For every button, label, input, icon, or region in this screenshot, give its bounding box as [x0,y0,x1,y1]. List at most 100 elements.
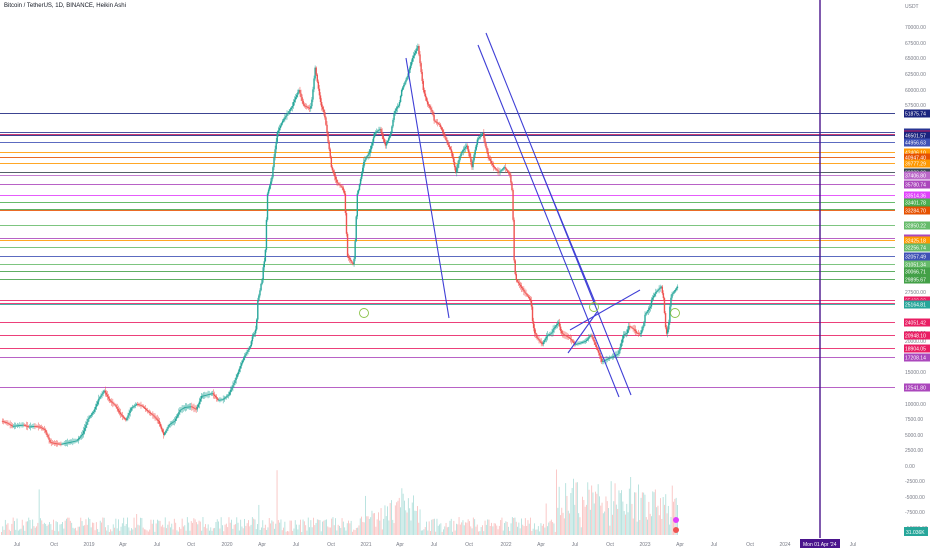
volume-bar [155,523,157,535]
candle-body [103,390,105,393]
candle-body [111,401,113,403]
candle-body [169,423,171,425]
candle-body [113,403,115,405]
candle-body [102,392,104,394]
volume-bar [543,523,544,535]
candle-body [134,404,137,406]
volume-bar [331,518,333,535]
volume-bar [432,519,434,535]
candle-body [238,368,241,372]
volume-bar [393,523,395,535]
volume-badge: 31.036K [904,527,928,536]
volume-bar [653,492,655,535]
volume-bar [649,513,651,535]
volume-bar [448,526,450,535]
volume-bar [263,527,265,535]
volume-bar [233,524,235,535]
volume-bar [424,527,426,535]
candle-body [669,306,671,323]
x-tick-label: Jul [572,542,578,548]
volume-bar [118,519,119,535]
candle-body [105,392,108,395]
candle-body [67,442,70,444]
price-level-tag [904,153,930,162]
trend-line[interactable] [569,289,641,331]
candle-body [31,426,33,428]
candle-body [661,286,664,294]
candle-body [210,393,212,395]
volume-bar [137,524,139,535]
candle-body [545,336,548,339]
volume-bar [405,510,407,535]
candle-body [193,407,195,409]
volume-bar [84,525,86,535]
candle-body [453,161,456,168]
candle-body [419,54,421,64]
candle-body [381,132,383,136]
candle-body [424,93,427,98]
y-tick-label: 20000.00 [905,339,926,345]
y-tick-label: 57500.00 [905,103,926,109]
price-level-tag [904,221,930,230]
trend-line[interactable] [405,57,450,319]
trend-line[interactable] [539,167,596,303]
volume-bar [531,530,533,535]
volume-bar [544,527,546,535]
candle-body [161,429,164,433]
trend-line[interactable] [567,311,598,354]
candle-body [131,407,134,409]
volume-bar [394,505,396,535]
candle-body [641,330,643,334]
candle-body [662,293,665,299]
candle-body [655,292,657,294]
volume-bar [417,506,418,535]
volume-bar [371,510,373,535]
volume-bar [25,521,27,535]
volume-bar [340,527,342,535]
time-axis[interactable]: Jul Oct 2019 Apr Jul Oct 2020 Apr Jul Oct 2021 Apr J… [14,542,856,548]
volume-bar [162,524,164,535]
volume-bar [131,528,132,535]
volume-bar [293,528,295,535]
volume-bar [266,529,268,535]
event-marker[interactable] [673,517,679,523]
event-marker[interactable] [673,527,679,533]
price-level-tag [904,300,930,309]
volume-bar [168,521,170,535]
candle-body [577,343,579,345]
highlight-circle[interactable] [589,302,599,312]
candle-body [579,342,581,344]
candle-body [422,81,424,90]
candle-body [235,377,237,381]
candle-body [60,443,62,445]
highlight-circle[interactable] [359,308,369,318]
volume-bar [488,519,490,535]
candle-body [339,184,341,186]
candle-body [35,426,37,427]
volume-bar [674,498,676,535]
candle-body [37,426,39,428]
volume-bar [398,497,400,535]
candle-body [397,105,400,108]
candle-body [351,261,353,263]
volume-bar [550,519,552,535]
candle-body [510,174,512,183]
price-level-tag [904,243,930,252]
highlight-circle[interactable] [670,308,680,318]
candle-body [76,440,78,442]
candle-body [54,443,57,444]
price-level-tag [904,275,930,284]
candle-body [538,339,540,341]
volume-bar [615,504,617,535]
trend-line[interactable] [477,44,620,398]
candle-body [191,406,193,408]
volume-bar [309,527,310,535]
candle-body [14,425,17,427]
volume-bar [651,516,652,535]
candle-body [73,441,75,442]
candle-body [13,425,16,427]
candle-body [571,340,574,342]
candle-body [306,106,309,108]
